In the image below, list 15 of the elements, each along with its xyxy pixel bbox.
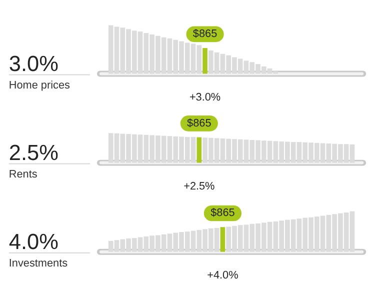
annotation: $865 (192, 28, 218, 40)
text: 4.0% (8, 228, 58, 254)
text: +2.5% (184, 180, 216, 193)
annotation: $865 (210, 207, 235, 220)
text: Rents (8, 168, 38, 181)
bar (202, 48, 208, 74)
text: 3.0% (8, 50, 58, 76)
text: +3.0% (189, 91, 221, 104)
text: $865 (187, 117, 212, 130)
bar (220, 227, 226, 252)
text: +4.0% (207, 270, 239, 282)
text: Investments (8, 258, 68, 270)
chart-title: 2.5% (8, 140, 58, 165)
bar (196, 137, 202, 163)
text: Home prices (8, 80, 71, 92)
